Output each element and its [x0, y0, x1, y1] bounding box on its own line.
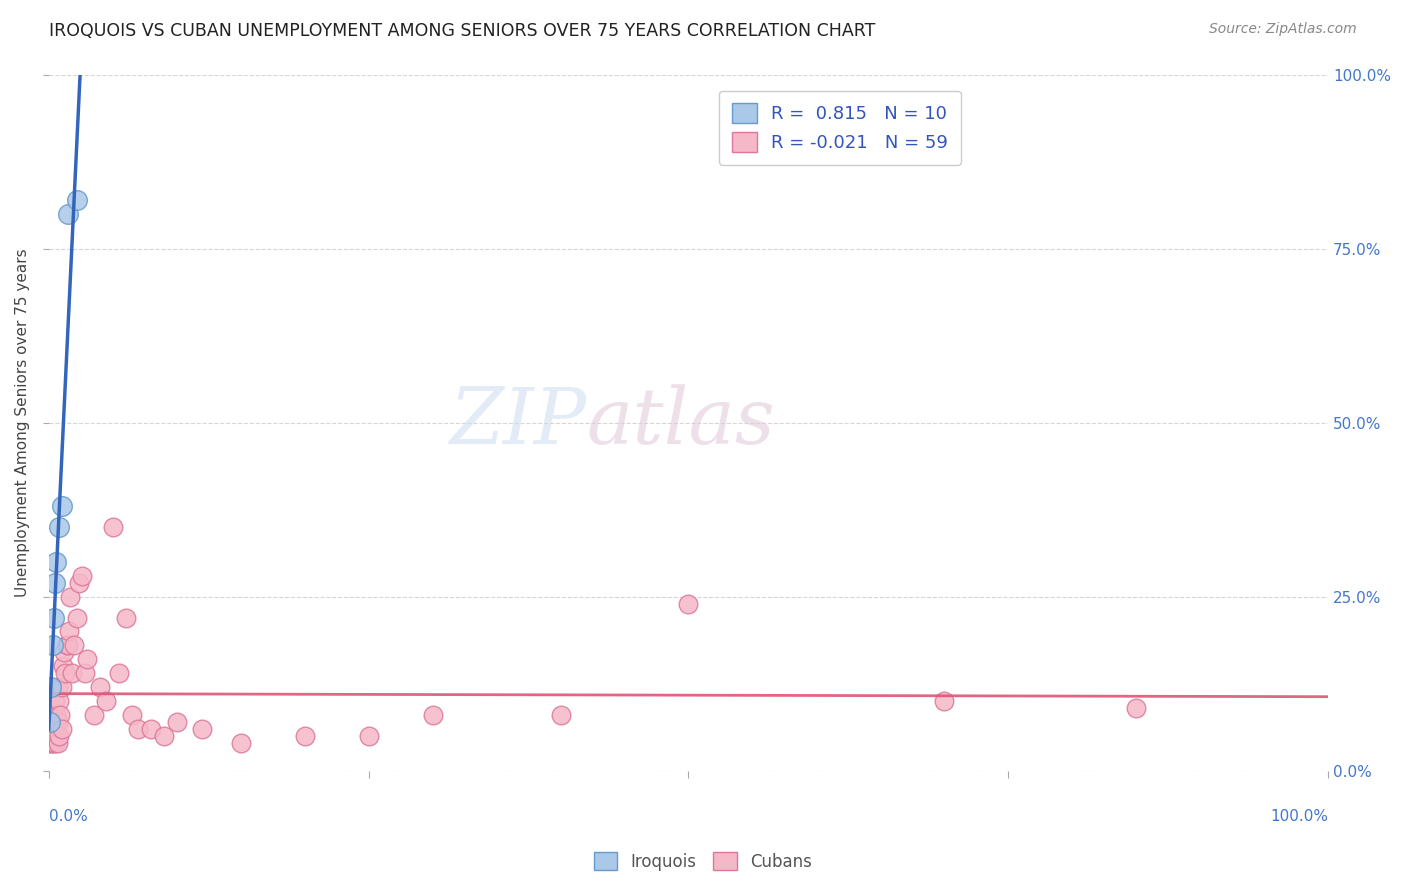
Point — [66, 610, 89, 624]
Point — [1125, 701, 1147, 715]
Point — [70, 568, 93, 582]
Point — [166, 714, 188, 729]
Point — [294, 729, 316, 743]
Point — [153, 729, 176, 743]
Point — [39, 736, 62, 750]
Text: IROQUOIS VS CUBAN UNEMPLOYMENT AMONG SENIORS OVER 75 YEARS CORRELATION CHART: IROQUOIS VS CUBAN UNEMPLOYMENT AMONG SEN… — [49, 22, 876, 40]
Point — [139, 722, 162, 736]
Point — [101, 520, 124, 534]
Point — [42, 610, 65, 624]
Point — [45, 729, 67, 743]
Point — [39, 722, 62, 736]
Point — [39, 714, 62, 729]
Point — [63, 639, 86, 653]
Point — [52, 659, 75, 673]
Point — [39, 708, 62, 723]
Point — [55, 639, 77, 653]
Point — [934, 694, 956, 708]
Point — [44, 575, 66, 590]
Point — [89, 680, 111, 694]
Point — [69, 575, 91, 590]
Point — [58, 624, 80, 639]
Point — [49, 708, 72, 723]
Point — [46, 714, 69, 729]
Point — [44, 722, 66, 736]
Point — [678, 597, 700, 611]
Legend: R =  0.815   N = 10, R = -0.021   N = 59: R = 0.815 N = 10, R = -0.021 N = 59 — [718, 90, 960, 165]
Y-axis label: Unemployment Among Seniors over 75 years: Unemployment Among Seniors over 75 years — [15, 248, 30, 597]
Point — [83, 708, 105, 723]
Point — [42, 714, 65, 729]
Point — [42, 729, 65, 743]
Text: ZIP: ZIP — [449, 384, 586, 461]
Point — [45, 708, 67, 723]
Point — [114, 610, 136, 624]
Point — [76, 652, 98, 666]
Point — [550, 708, 572, 723]
Point — [191, 722, 214, 736]
Point — [59, 590, 82, 604]
Point — [39, 722, 62, 736]
Point — [48, 729, 70, 743]
Point — [357, 729, 380, 743]
Point — [48, 694, 70, 708]
Point — [121, 708, 143, 723]
Point — [60, 666, 83, 681]
Point — [41, 736, 63, 750]
Point — [42, 694, 65, 708]
Point — [44, 694, 66, 708]
Point — [56, 639, 79, 653]
Point — [51, 499, 73, 513]
Point — [41, 708, 63, 723]
Text: atlas: atlas — [586, 384, 775, 461]
Point — [73, 666, 96, 681]
Point — [48, 520, 70, 534]
Legend: Iroquois, Cubans: Iroquois, Cubans — [586, 844, 820, 880]
Point — [41, 722, 63, 736]
Point — [46, 680, 69, 694]
Text: 0.0%: 0.0% — [49, 809, 87, 824]
Text: 100.0%: 100.0% — [1270, 809, 1329, 824]
Point — [56, 207, 79, 221]
Point — [39, 708, 62, 723]
Point — [39, 680, 62, 694]
Point — [46, 736, 69, 750]
Text: Source: ZipAtlas.com: Source: ZipAtlas.com — [1209, 22, 1357, 37]
Point — [229, 736, 252, 750]
Point — [127, 722, 149, 736]
Point — [55, 666, 77, 681]
Point — [51, 680, 73, 694]
Point — [108, 666, 131, 681]
Point — [66, 193, 89, 207]
Point — [39, 736, 62, 750]
Point — [96, 694, 118, 708]
Point — [41, 639, 63, 653]
Point — [45, 555, 67, 569]
Point — [422, 708, 444, 723]
Point — [44, 736, 66, 750]
Point — [51, 722, 73, 736]
Point — [53, 645, 76, 659]
